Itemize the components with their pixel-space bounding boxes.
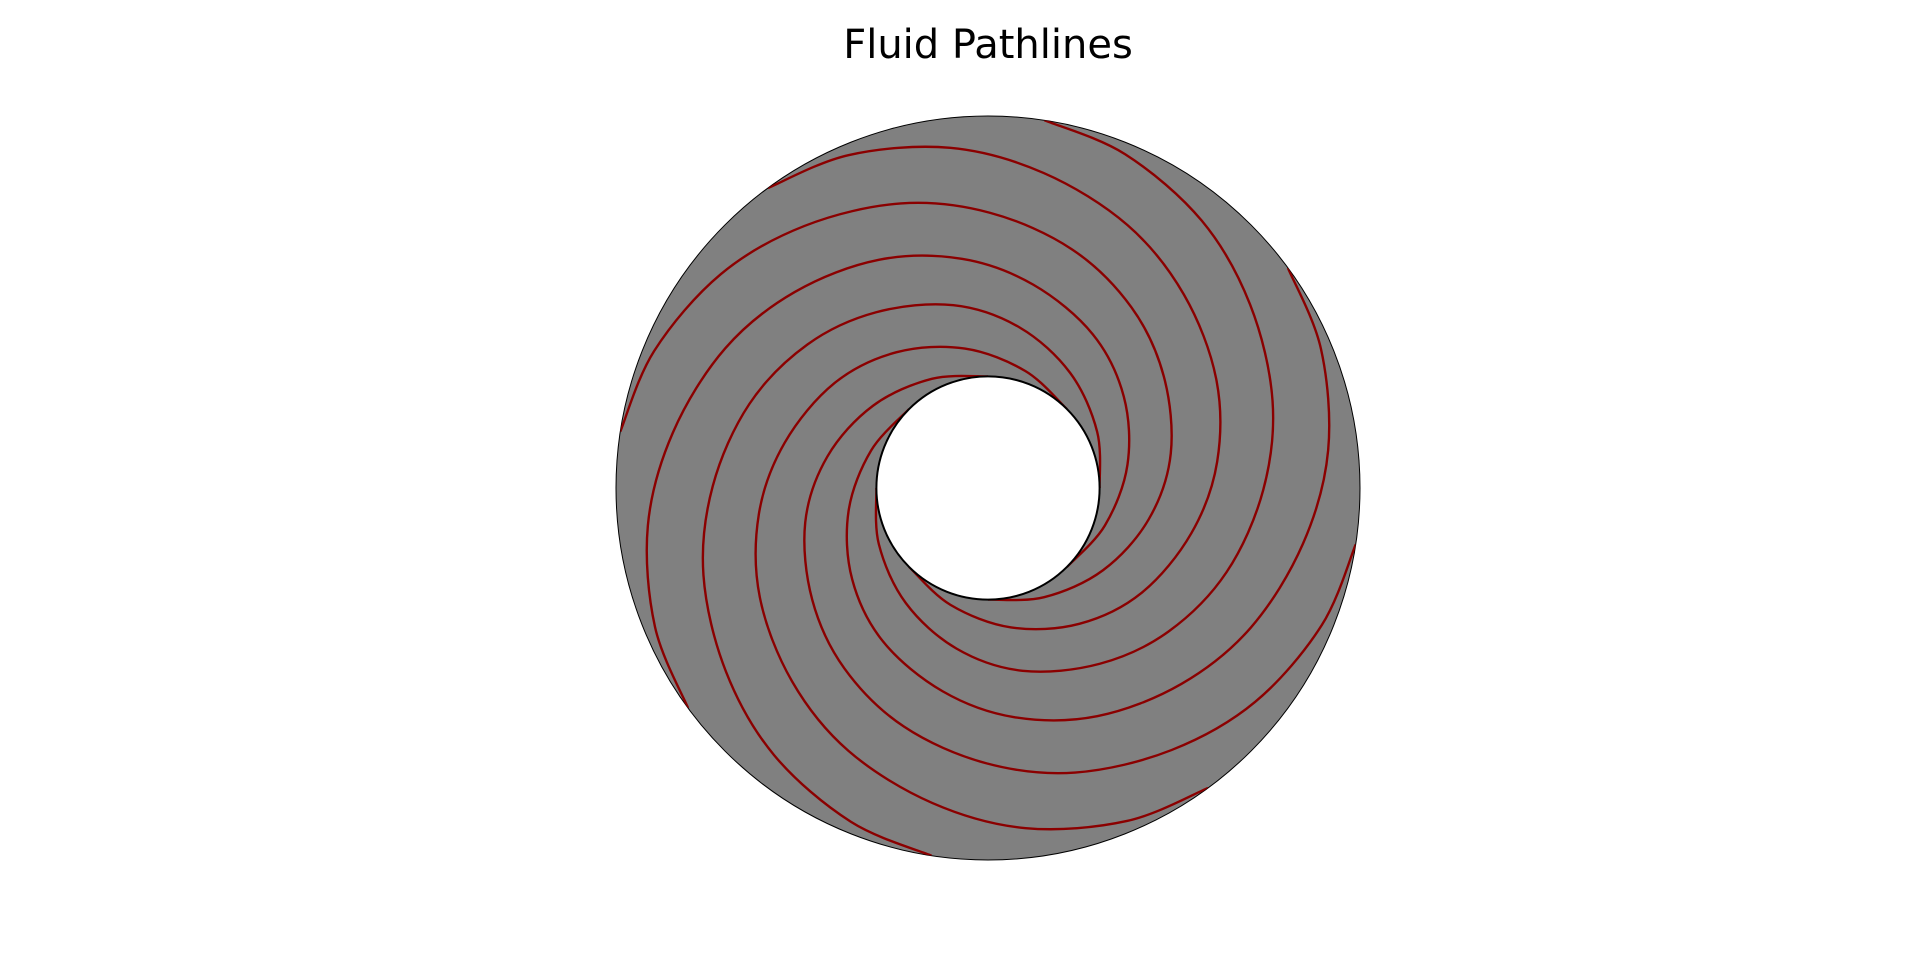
pathline-3 <box>803 374 1357 775</box>
pathline-1 <box>701 303 1102 857</box>
pathline-6 <box>767 145 1222 631</box>
pathline-7 <box>619 201 1173 602</box>
pathline-4 <box>845 267 1331 722</box>
figure-title: Fluid Pathlines <box>843 22 1133 68</box>
pathline-8 <box>645 254 1131 709</box>
pathline-2 <box>754 345 1209 831</box>
pathlines <box>619 119 1357 857</box>
inner-hole-circle <box>875 375 1101 601</box>
pathline-5 <box>874 119 1275 673</box>
inner-hole <box>875 375 1101 601</box>
